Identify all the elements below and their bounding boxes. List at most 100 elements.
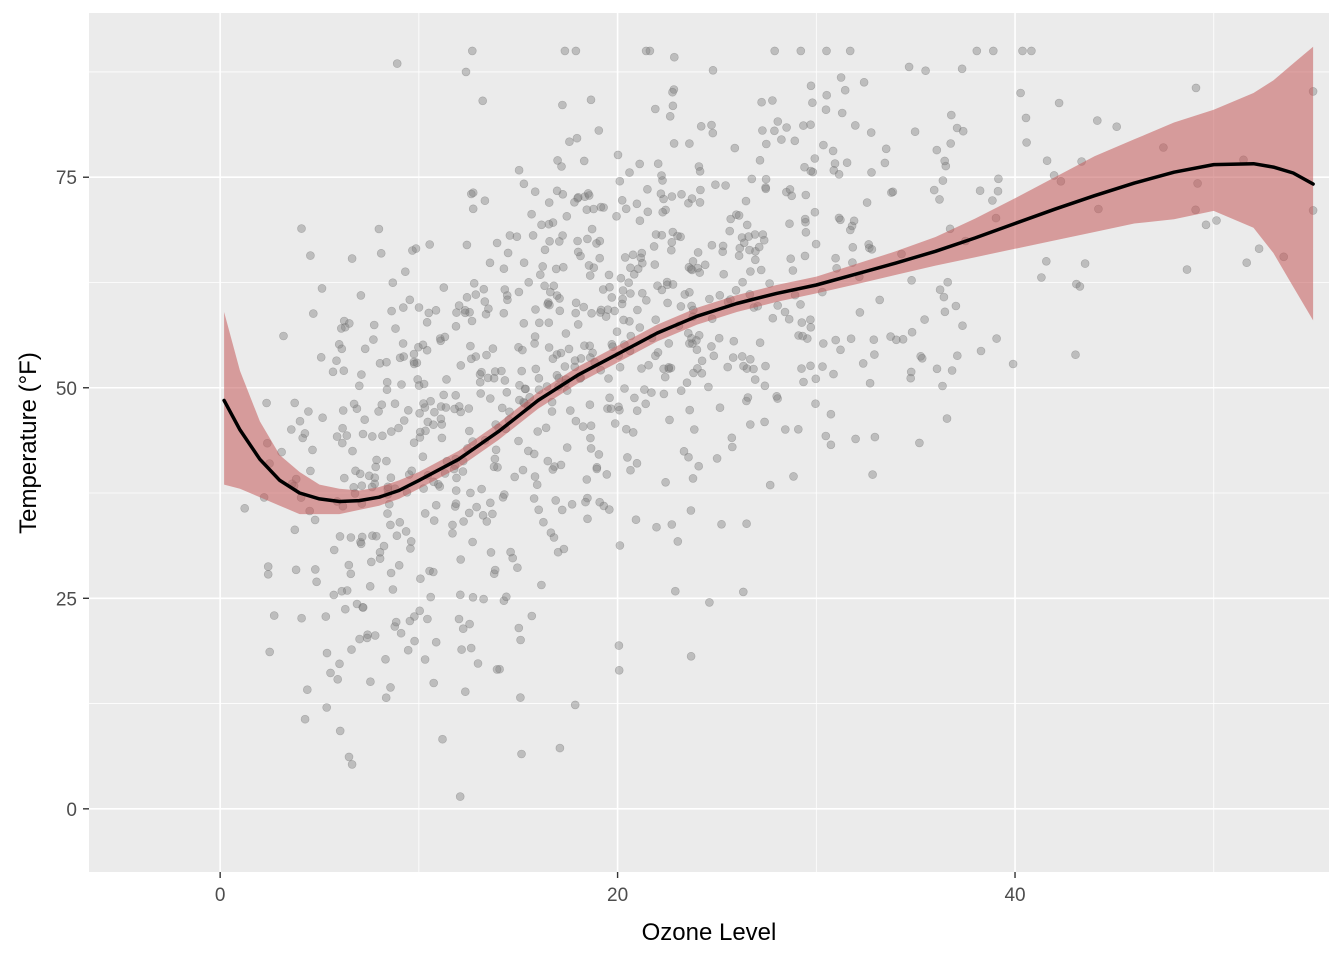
scatter-point (409, 438, 419, 448)
scatter-point (497, 403, 507, 413)
scatter-point (685, 287, 694, 297)
scatter-point (801, 190, 811, 200)
scatter-point (570, 198, 579, 207)
scatter-point (460, 305, 470, 315)
scatter-point (372, 455, 381, 465)
scatter-point (534, 373, 544, 383)
scatter-point (371, 462, 381, 472)
scatter-point (728, 353, 738, 362)
scatter-point (337, 344, 347, 354)
scatter-point (398, 339, 408, 348)
scatter-point (742, 519, 751, 529)
scatter-point (800, 214, 810, 224)
scatter-point (653, 281, 662, 291)
scatter-point (727, 442, 737, 452)
smooth-line (222, 161, 1315, 504)
scatter-point (502, 291, 512, 300)
scatter-point (667, 238, 677, 247)
scatter-point (519, 179, 529, 189)
scatter-point (306, 466, 315, 476)
scatter-point (416, 574, 425, 584)
scatter-point (731, 285, 741, 295)
scatter-point (589, 263, 599, 273)
scatter-point (451, 321, 461, 331)
x-tick-label: 0 (215, 885, 226, 906)
scatter-point (544, 318, 554, 328)
scatter-point (561, 329, 571, 338)
scatter-point (738, 587, 748, 597)
scatter-point (355, 469, 365, 479)
scatter-point (666, 363, 676, 373)
scatter-point (676, 302, 686, 311)
scatter-point (503, 295, 512, 305)
scatter-point (456, 361, 466, 370)
scatter-point (772, 391, 782, 401)
scatter-point (382, 385, 392, 395)
scatter-point (742, 364, 752, 373)
scatter-point (957, 64, 967, 74)
scatter-point (586, 433, 595, 443)
scatter-point (586, 444, 596, 453)
scatter-point (298, 433, 308, 443)
scatter-point (761, 361, 770, 371)
scatter-point (530, 472, 540, 481)
scatter-point (517, 366, 527, 376)
scatter-point (488, 509, 497, 519)
scatter-point (300, 714, 310, 724)
scatter-point (290, 398, 300, 408)
scatter-point (650, 260, 660, 269)
scatter-point (473, 659, 483, 668)
scatter-point (940, 156, 950, 166)
scatter-point (377, 400, 387, 410)
scatter-point (572, 133, 582, 143)
scatter-point (420, 509, 430, 518)
scatter-point (1018, 46, 1027, 56)
scatter-point (745, 420, 755, 429)
scatter-point (552, 291, 562, 300)
scatter-point (1021, 113, 1031, 123)
scatter-point (677, 190, 686, 199)
scatter-point (1037, 273, 1046, 282)
scatter-point (537, 220, 546, 230)
scatter-point (684, 262, 694, 272)
scatter-point (397, 380, 406, 389)
scatter-point (836, 215, 845, 225)
scatter-point (529, 494, 539, 503)
scatter-point (596, 305, 606, 315)
scatter-point (544, 219, 554, 229)
scatter-point (605, 282, 614, 292)
scatter-point (1182, 265, 1192, 274)
scatter-point (514, 342, 523, 352)
scatter-point (802, 334, 812, 343)
scatter-point (631, 515, 641, 525)
scatter-point (643, 207, 653, 217)
scatter-point (599, 501, 609, 511)
scatter-point (761, 184, 771, 194)
scatter-point (831, 253, 840, 263)
scatter-point (602, 470, 612, 479)
scatter-point (406, 537, 416, 546)
scatter-point (414, 381, 424, 390)
scatter-point (680, 290, 690, 299)
scatter-point (513, 563, 522, 573)
scatter-point (437, 433, 447, 443)
scatter-point (676, 386, 686, 396)
scatter-point (342, 586, 352, 595)
scatter-point (514, 623, 524, 633)
scatter-point (564, 344, 574, 354)
x-axis-title: Ozone Level (642, 919, 777, 946)
scatter-point (342, 431, 352, 440)
scatter-point (938, 176, 948, 185)
scatter-point (669, 139, 679, 148)
scatter-point (604, 374, 613, 383)
scatter-point (518, 345, 527, 355)
smooth-line-group (222, 161, 1315, 504)
scatter-point (806, 315, 815, 325)
scatter-point (508, 553, 518, 563)
scatter-point (742, 220, 752, 230)
scatter-point (386, 427, 396, 436)
scatter-point (689, 425, 699, 434)
scatter-point (782, 123, 791, 132)
scatter-point (502, 387, 512, 397)
scatter-point (744, 232, 753, 241)
